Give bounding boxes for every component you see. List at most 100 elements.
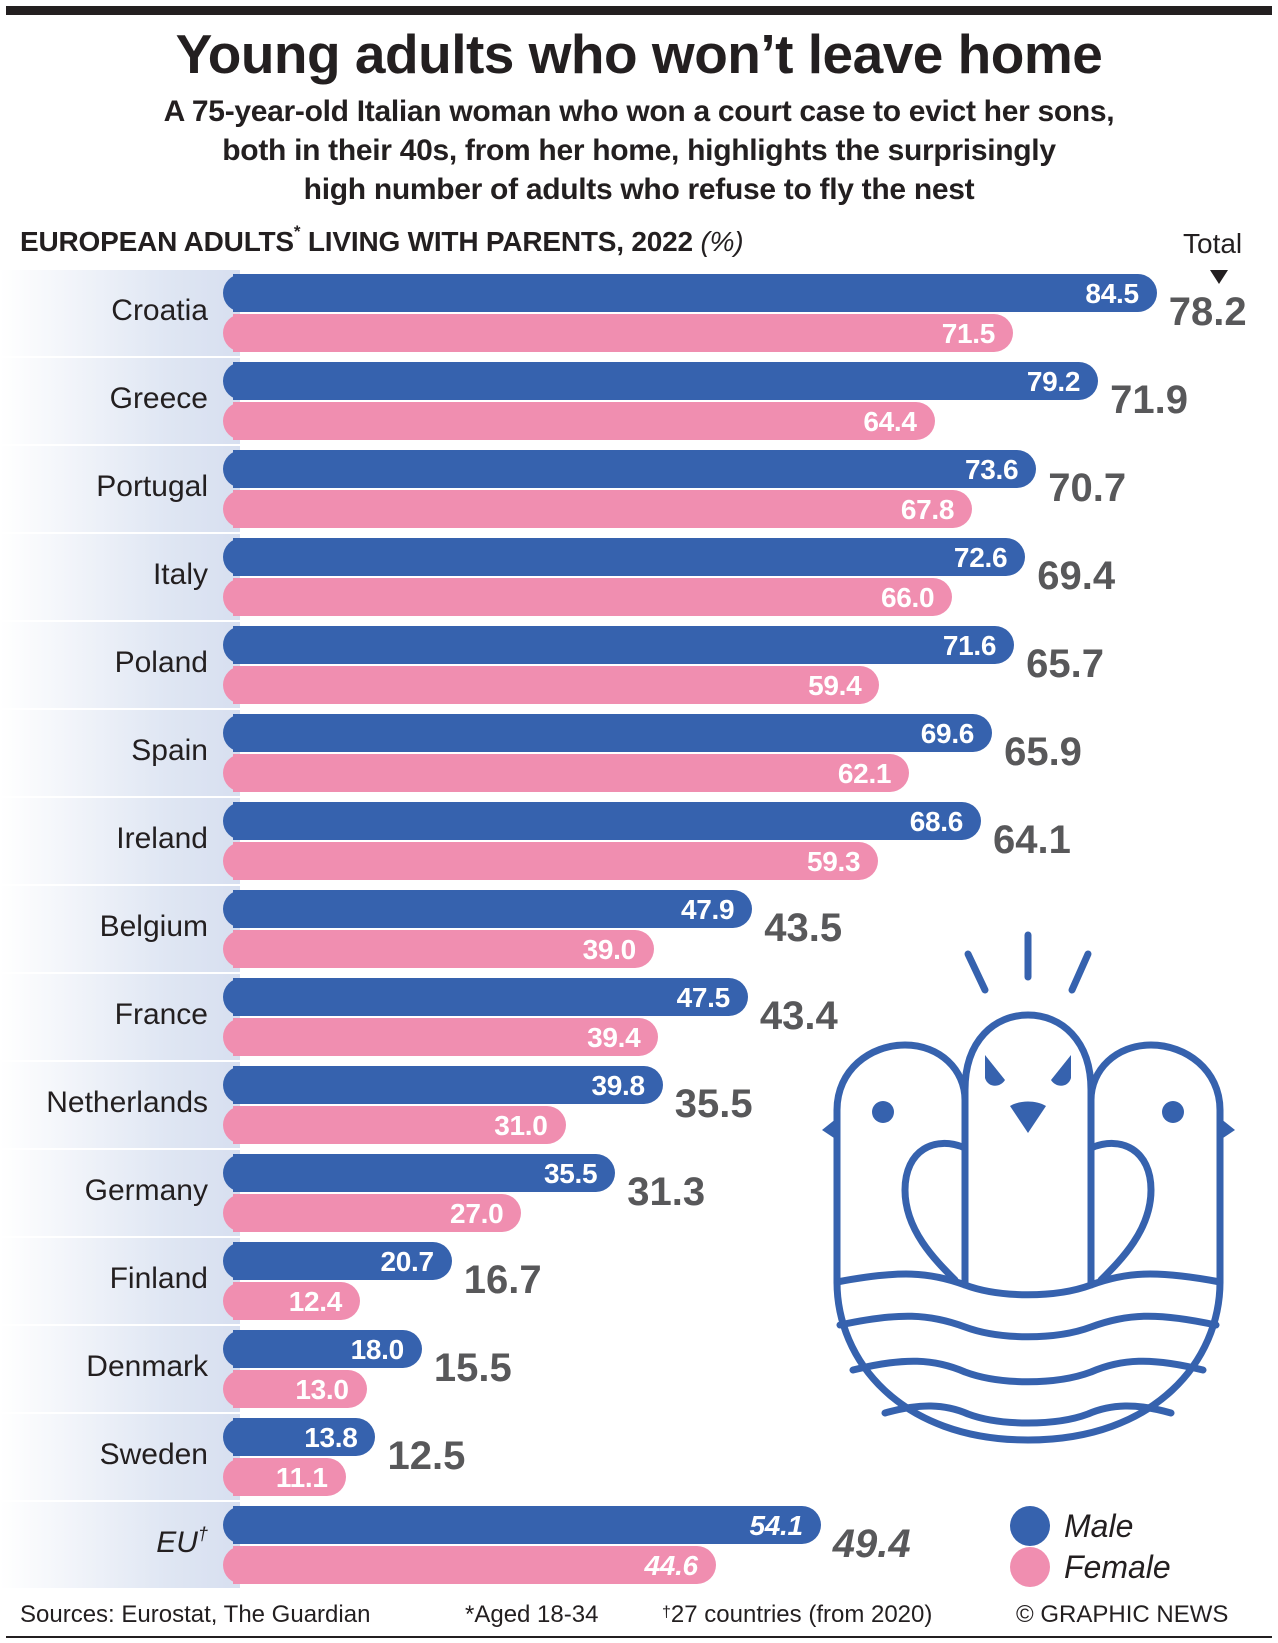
bar-male: 47.5 (223, 978, 748, 1016)
category-label: Spain (131, 734, 208, 767)
bar-female: 27.0 (222, 1194, 522, 1232)
row-band (0, 358, 240, 444)
bar-female: 11.1 (223, 1458, 346, 1496)
data-label-female: 39.4 (587, 1022, 641, 1053)
subtitle-line: A 75-year-old Italian woman who won a co… (163, 95, 1115, 128)
data-label-total: 43.5 (764, 906, 843, 950)
row-band (0, 974, 240, 1060)
data-label-total: 64.1 (993, 818, 1071, 862)
alarm-mark-left (964, 950, 989, 994)
bar-female: 39.0 (223, 930, 654, 968)
sources-note: Sources: Eurostat, The Guardian (20, 1601, 371, 1628)
data-label-total: 65.9 (1004, 730, 1082, 774)
data-label-total: 35.5 (674, 1082, 753, 1126)
bar-female: 62.1 (222, 754, 910, 792)
center-bird-eye-left (985, 1055, 1005, 1086)
row-band (0, 270, 240, 356)
nest-wave-3 (849, 1357, 1207, 1386)
chart-heading: EUROPEAN ADULTS* LIVING WITH PARENTS, 20… (20, 222, 744, 258)
bar-male: 18.0 (223, 1330, 422, 1368)
left-bird-beak (822, 1118, 837, 1140)
data-label-female: 59.3 (806, 846, 861, 877)
bar-male: 47.9 (222, 890, 753, 928)
data-label-total: 65.7 (1026, 642, 1105, 686)
row-band (0, 622, 240, 708)
data-label-female: 31.0 (494, 1110, 548, 1141)
top-rule (6, 6, 1272, 15)
row-band (0, 1502, 240, 1588)
data-label-male: 72.6 (953, 542, 1008, 573)
left-bird-outline (833, 1041, 969, 1286)
data-label-total: 70.7 (1048, 466, 1127, 510)
bar-male: 13.8 (222, 1418, 376, 1456)
bar-female: 31.0 (223, 1106, 566, 1144)
data-label-male: 39.8 (591, 1070, 645, 1101)
data-label-total: 16.7 (463, 1258, 542, 1302)
category-label: Portugal (96, 470, 208, 503)
data-label-male: 71.6 (942, 630, 997, 661)
legend-female-swatch (1010, 1547, 1050, 1587)
bar-female: 59.4 (222, 666, 880, 704)
legend-male-swatch (1010, 1506, 1050, 1546)
bar-male: 71.6 (222, 626, 1015, 664)
data-label-total: 78.2 (1168, 290, 1247, 334)
row-band (0, 1238, 240, 1324)
row-band (0, 1062, 240, 1148)
data-label-total: 31.3 (627, 1170, 706, 1214)
data-label-total: 15.5 (433, 1346, 512, 1390)
center-bird-outline (961, 1011, 1095, 1289)
down-arrow-icon (1210, 270, 1228, 284)
nest-wave-1 (833, 1270, 1224, 1299)
nest-wave-4 (881, 1402, 1175, 1427)
chart-title: Young adults who won’t leave home (175, 23, 1103, 85)
row-band (0, 1414, 240, 1500)
age-footnote: *Aged 18-34 (465, 1601, 599, 1628)
bar-female: 39.4 (222, 1018, 659, 1056)
data-label-male: 18.0 (350, 1334, 405, 1365)
bar-male: 68.6 (222, 802, 982, 840)
data-label-total: 12.5 (387, 1434, 466, 1478)
bar-female: 44.6 (223, 1546, 716, 1584)
bar-male: 39.8 (223, 1066, 663, 1104)
category-label: Sweden (99, 1438, 208, 1471)
row-band (0, 446, 240, 532)
data-label-female: 71.5 (941, 318, 996, 349)
category-label: Netherlands (46, 1086, 208, 1119)
category-label: Poland (114, 646, 208, 679)
bar-male: 79.2 (222, 362, 1099, 400)
nest-bowl (833, 1278, 1224, 1444)
data-label-female: 11.1 (275, 1462, 328, 1493)
data-label-female: 27.0 (450, 1198, 504, 1229)
total-column-heading: Total (1183, 228, 1243, 259)
chart-subtitle: A 75-year-old Italian woman who won a co… (40, 92, 1238, 209)
data-label-male: 68.6 (909, 806, 964, 837)
category-label: Denmark (86, 1350, 208, 1383)
data-label-total: 43.4 (759, 994, 838, 1038)
data-label-male: 47.5 (676, 982, 731, 1013)
data-label-total: 69.4 (1037, 554, 1116, 598)
data-label-female: 67.8 (900, 494, 955, 525)
center-bird-beak (1010, 1101, 1046, 1133)
dagger-marker: † (662, 1604, 671, 1621)
alarm-mark-right (1068, 950, 1092, 994)
data-label-male: 20.7 (380, 1246, 434, 1277)
bar-female: 64.4 (223, 402, 935, 440)
bar-female: 66.0 (222, 578, 953, 616)
data-label-male: 47.9 (680, 894, 735, 925)
bar-male: 20.7 (223, 1242, 452, 1280)
eu-footnote: †27 countries (from 2020) (662, 1600, 932, 1630)
bar-male: 69.6 (222, 714, 993, 752)
data-label-female: 12.4 (288, 1286, 343, 1317)
data-label-female: 62.1 (837, 758, 892, 789)
category-label: Belgium (99, 910, 208, 943)
row-band (0, 1150, 240, 1236)
legend-male-label: Male (1064, 1508, 1134, 1544)
left-bird-wing (901, 1140, 969, 1284)
data-label-female: 59.4 (808, 670, 862, 701)
bottom-rule (6, 1636, 1272, 1638)
angry-bird-nest-illustration (822, 931, 1235, 1444)
right-bird-beak (1220, 1118, 1235, 1140)
left-bird-eye (872, 1101, 894, 1123)
right-bird-wing (1087, 1140, 1155, 1284)
data-label-female: 64.4 (863, 406, 917, 437)
